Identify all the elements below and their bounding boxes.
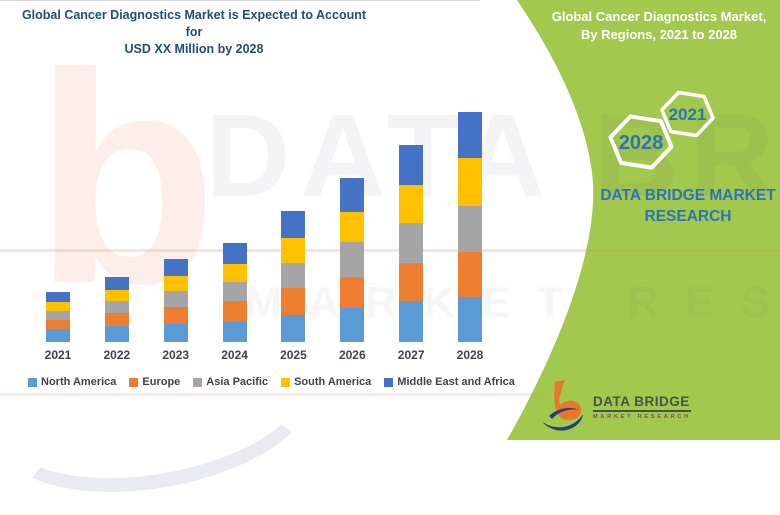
x-axis-label-2025: 2025 <box>280 348 307 362</box>
bar-segment-south-america[interactable] <box>458 158 483 206</box>
chart-title-line1: Global Cancer Diagnostics Market is Expe… <box>21 8 367 39</box>
watermark-line-bottom <box>0 393 545 396</box>
stacked-bar-2023[interactable] <box>163 259 188 342</box>
bar-segment-south-america[interactable] <box>340 212 365 242</box>
watermark-text-row1: DATA BRIDGE <box>205 90 780 222</box>
x-axis-label-2021: 2021 <box>44 348 72 362</box>
green-panel-shape <box>507 0 780 440</box>
bar-segment-europe[interactable] <box>458 252 483 297</box>
legend-item-asia-pacific: Asia Pacific <box>193 376 268 388</box>
bar-segment-middle-east-and-africa[interactable] <box>104 277 129 290</box>
bar-segment-north-america[interactable] <box>399 301 424 342</box>
stacked-bar-2024[interactable] <box>222 243 247 342</box>
x-axis-label-2028: 2028 <box>456 348 484 362</box>
bar-segment-europe[interactable] <box>163 307 188 324</box>
brand-text: DATA BRIDGE MARKET RESEARCH <box>600 187 776 225</box>
hexagon-2028 <box>608 114 674 170</box>
bar-segment-north-america[interactable] <box>222 322 247 342</box>
stacked-bar-2021[interactable] <box>46 292 70 342</box>
hexagon-2021 <box>660 90 715 138</box>
legend-swatch <box>193 377 203 387</box>
bar-segment-middle-east-and-africa[interactable] <box>340 178 365 212</box>
legend-swatch <box>129 377 139 387</box>
hexagon-badges: 2028 2021 <box>608 90 715 170</box>
bar-segment-south-america[interactable] <box>222 264 247 282</box>
legend-item-north-america: North America <box>28 376 116 388</box>
bar-segment-asia-pacific[interactable] <box>281 263 306 288</box>
bar-segment-europe[interactable] <box>281 288 306 315</box>
logo-swoosh-navy <box>543 414 583 431</box>
x-axis-label-2026: 2026 <box>338 348 366 362</box>
footer-logo-name: DATA BRIDGE <box>593 394 691 412</box>
bar-segment-south-america[interactable] <box>46 302 70 311</box>
logo-swoosh-navy-2 <box>549 408 579 419</box>
bar-segment-south-america[interactable] <box>399 185 424 223</box>
data-bridge-logo-icon <box>543 380 583 431</box>
x-axis-label-2023: 2023 <box>162 348 190 362</box>
bar-segment-middle-east-and-africa[interactable] <box>281 211 306 238</box>
x-axis-label-2022: 2022 <box>103 348 131 362</box>
bar-segment-europe[interactable] <box>399 263 424 301</box>
plot-area: 2021 2022 2023 2024 2025 2026 2027 2028 <box>0 0 484 362</box>
bar-segment-europe[interactable] <box>46 320 70 329</box>
bar-segment-middle-east-and-africa[interactable] <box>222 243 247 264</box>
bar-segment-asia-pacific[interactable] <box>163 291 188 307</box>
bar-segment-europe[interactable] <box>222 301 247 322</box>
bar-segment-europe[interactable] <box>340 277 365 308</box>
bar-segment-north-america[interactable] <box>46 329 70 342</box>
chart-title: Global Cancer Diagnostics Market is Expe… <box>18 7 370 58</box>
bar-segment-south-america[interactable] <box>104 290 129 301</box>
legend-item-middle-east-and-africa: Middle East and Africa <box>384 376 515 388</box>
legend-swatch <box>384 377 394 387</box>
legend-item-europe: Europe <box>129 376 180 388</box>
legend-swatch <box>281 377 291 387</box>
bar-segment-asia-pacific[interactable] <box>340 242 365 277</box>
bar-segment-north-america[interactable] <box>104 326 129 342</box>
panel-title: Global Cancer Diagnostics Market, By Reg… <box>543 8 775 43</box>
legend-swatch <box>28 377 37 387</box>
bar-segment-middle-east-and-africa[interactable] <box>399 145 424 185</box>
bar-segment-north-america[interactable] <box>458 297 483 342</box>
legend-label: Asia Pacific <box>206 376 269 388</box>
bar-segment-south-america[interactable] <box>281 238 306 263</box>
bar-segment-asia-pacific[interactable] <box>222 282 247 301</box>
bar-segment-south-america[interactable] <box>163 276 188 291</box>
legend-label: Middle East and Africa <box>397 376 515 388</box>
legend-label: South America <box>294 376 372 388</box>
bar-segment-asia-pacific[interactable] <box>458 206 483 252</box>
bar-segment-north-america[interactable] <box>281 315 306 342</box>
hexagon-2021-label: 2021 <box>669 105 707 124</box>
x-axis-line <box>0 0 480 1</box>
legend-label: North America <box>41 376 117 388</box>
stacked-bar-2028[interactable] <box>458 112 483 342</box>
stacked-bar-2022[interactable] <box>104 277 129 342</box>
bar-segment-north-america[interactable] <box>340 308 365 342</box>
stacked-bar-2027[interactable] <box>399 145 424 342</box>
green-panel <box>507 0 780 440</box>
panel-title-line1: Global Cancer Diagnostics Market, <box>551 9 767 24</box>
bar-segment-middle-east-and-africa[interactable] <box>163 259 188 276</box>
bar-segment-asia-pacific[interactable] <box>46 311 70 320</box>
bar-segment-europe[interactable] <box>104 313 129 326</box>
watermark-text-row2: MARKET RESEARCH <box>245 278 780 327</box>
bar-segment-asia-pacific[interactable] <box>104 301 129 313</box>
bar-segment-asia-pacific[interactable] <box>399 223 424 263</box>
legend-label: Europe <box>142 376 181 388</box>
stacked-bar-2026[interactable] <box>340 178 365 342</box>
hexagon-2028-label: 2028 <box>619 132 664 154</box>
chart-title-line2: USD XX Million by 2028 <box>124 41 264 56</box>
stacked-bar-2025[interactable] <box>281 211 306 342</box>
panel-title-line2: By Regions, 2021 to 2028 <box>580 26 738 42</box>
x-axis-label-2027: 2027 <box>397 348 425 362</box>
bar-segment-north-america[interactable] <box>163 324 188 342</box>
bar-segment-middle-east-and-africa[interactable] <box>46 292 70 302</box>
footer-logo: DATA BRIDGE MARKET RESEARCH <box>541 380 691 432</box>
watermark-line-top <box>0 249 780 252</box>
legend-item-south-america: South America <box>281 376 371 388</box>
bar-segment-middle-east-and-africa[interactable] <box>458 112 483 158</box>
footer-logo-subtitle: MARKET RESEARCH <box>593 414 691 420</box>
logo-b-orange <box>554 380 582 421</box>
x-axis-label-2024: 2024 <box>221 348 248 362</box>
legend: North America Europe Asia Pacific South Ame… <box>28 376 528 388</box>
